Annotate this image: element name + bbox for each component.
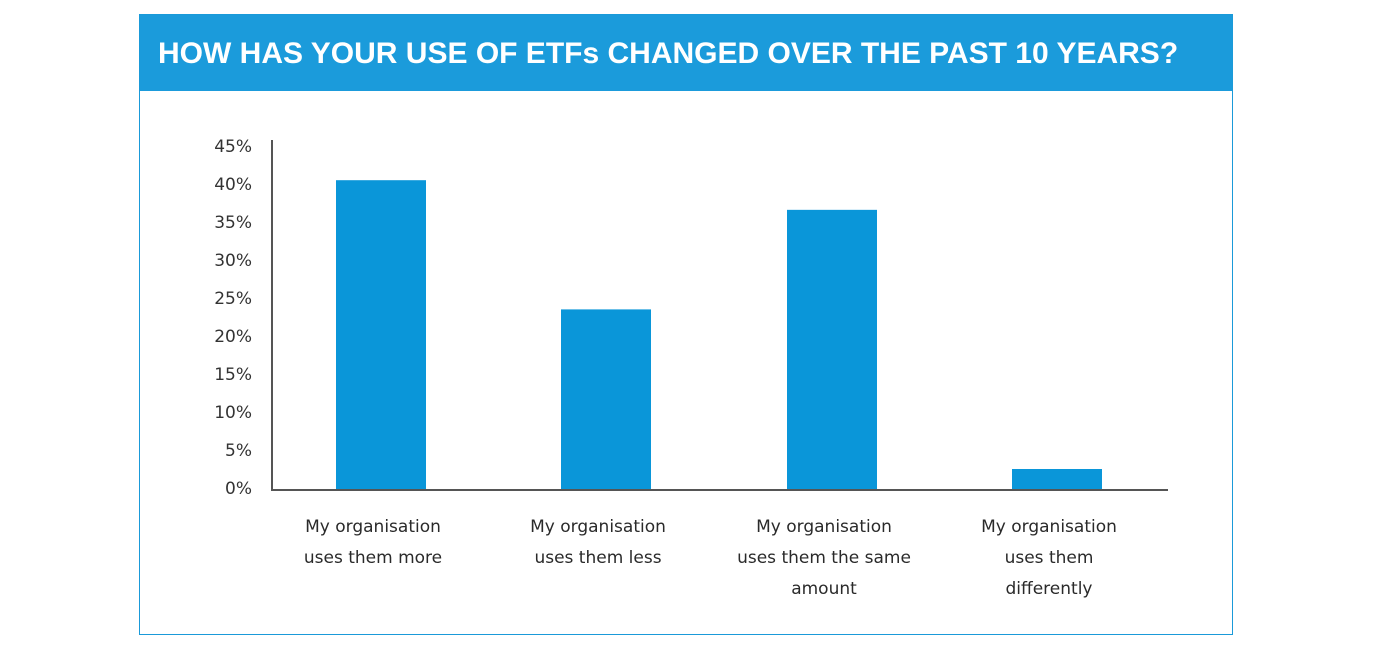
category-label: My organisation uses them differently: [981, 517, 1117, 599]
bar: [787, 209, 877, 490]
y-tick-label: 40%: [214, 175, 252, 195]
category-label-line: uses them more: [304, 548, 442, 568]
chart-card: HOW HAS YOUR USE OF ETFs CHANGED OVER TH…: [139, 14, 1233, 635]
y-tick-label: 45%: [214, 137, 252, 157]
category-label-line: My organisation: [756, 517, 892, 537]
category-label: My organisation uses them the same amount: [737, 517, 911, 599]
category-label-line: differently: [1006, 579, 1093, 599]
category-label-line: uses them: [1005, 548, 1094, 568]
category-label-line: My organisation: [981, 517, 1117, 537]
y-tick-label: 10%: [214, 403, 252, 423]
y-tick-label: 5%: [225, 441, 252, 461]
category-label: My organisation uses them more: [304, 517, 442, 568]
category-label-line: amount: [791, 579, 857, 599]
category-label-line: uses them less: [534, 548, 661, 568]
y-tick-label: 0%: [225, 479, 252, 499]
title-banner: HOW HAS YOUR USE OF ETFs CHANGED OVER TH…: [140, 15, 1232, 91]
category-label-line: My organisation: [305, 517, 441, 537]
category-label-line: My organisation: [530, 517, 666, 537]
bar: [1012, 469, 1102, 490]
y-tick-label: 30%: [214, 251, 252, 271]
y-tick-label: 20%: [214, 327, 252, 347]
category-label-line: uses them the same: [737, 548, 911, 568]
category-label: My organisation uses them less: [530, 517, 666, 568]
chart-title: HOW HAS YOUR USE OF ETFs CHANGED OVER TH…: [158, 37, 1179, 70]
y-tick-label: 35%: [214, 213, 252, 233]
bar: [561, 309, 651, 490]
bar: [336, 180, 426, 490]
y-tick-label: 15%: [214, 365, 252, 385]
y-tick-label: 25%: [214, 289, 252, 309]
